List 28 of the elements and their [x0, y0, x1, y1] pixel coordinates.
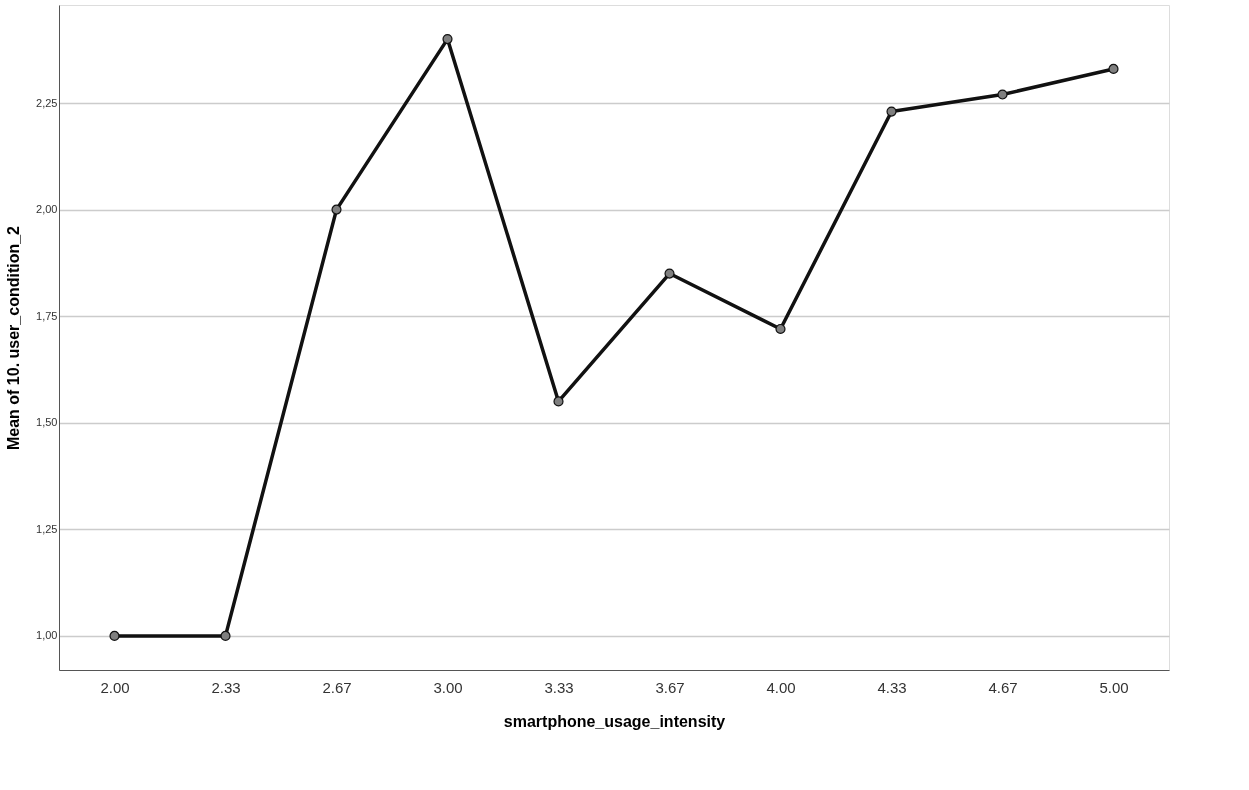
x-axis-title: smartphone_usage_intensity [503, 712, 726, 730]
x-tick-label: 5.00 [1099, 678, 1129, 696]
point [553, 396, 564, 407]
point [109, 630, 120, 641]
point [1108, 63, 1119, 75]
x-tick-label: 3.67 [655, 678, 685, 696]
y-tick-label: 1,00 [36, 629, 58, 642]
x-tick-label: 2.00 [100, 678, 130, 696]
y-tick-label: 2,25 [36, 96, 58, 109]
point [775, 323, 786, 335]
point [664, 268, 675, 279]
point [886, 106, 897, 117]
y-tick-label: 1,75 [36, 309, 58, 322]
y-axis-title: Mean of 10. user_condition_2 [5, 225, 23, 451]
point [220, 630, 231, 641]
point [442, 34, 453, 45]
x-tick-label: 2.33 [211, 678, 241, 696]
point [997, 89, 1008, 100]
x-tick-label: 2.67 [322, 678, 352, 696]
y-tick-label: 2,00 [36, 203, 58, 216]
x-tick-label: 4.67 [988, 678, 1018, 696]
x-tick-label: 4.33 [877, 678, 907, 696]
point [331, 204, 342, 215]
x-tick-label: 3.00 [433, 678, 463, 696]
x-tick-label: 3.33 [544, 678, 574, 696]
y-tick-label: 1,50 [36, 416, 58, 429]
x-tick-label: 4.00 [766, 678, 796, 696]
y-tick-label: 1,25 [36, 522, 58, 535]
